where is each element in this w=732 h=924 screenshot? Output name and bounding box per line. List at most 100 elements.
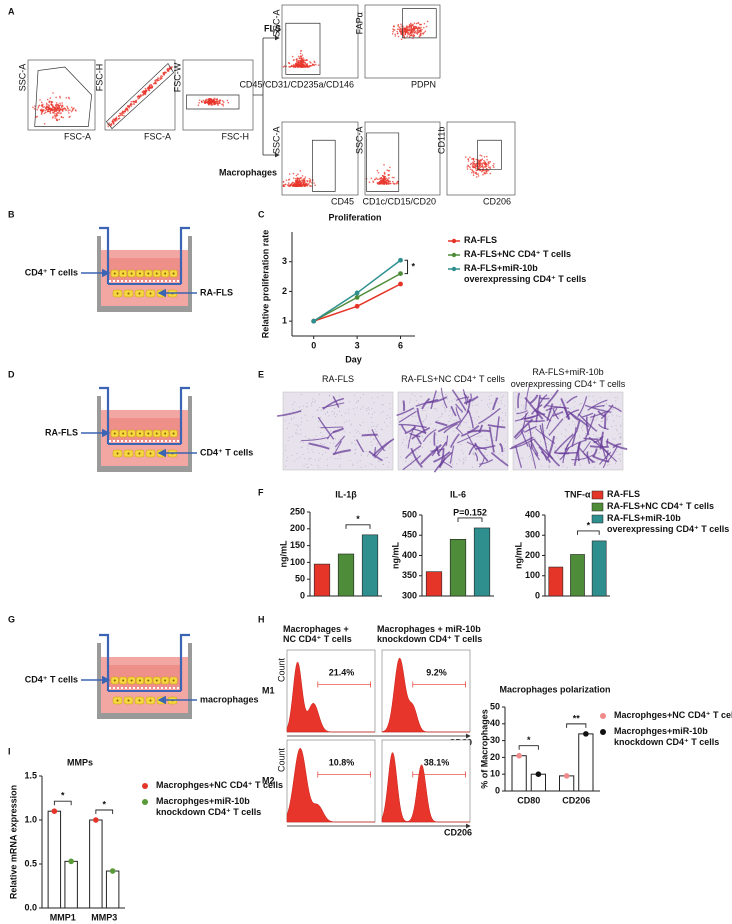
flow-dot (135, 101, 137, 103)
stained-cell (548, 418, 564, 436)
flow-dot (33, 108, 36, 110)
flow-dot (74, 109, 77, 111)
flow-dot (481, 164, 484, 167)
flow-dot (48, 100, 51, 102)
flow-dot (301, 58, 303, 61)
cell-nucleus (147, 679, 150, 682)
text-line: Macrophges+NC CD4⁺ T cells (614, 710, 732, 720)
flow-dot (475, 176, 478, 178)
flow-dot (383, 182, 385, 185)
flow-dot (201, 100, 203, 102)
micrograph-speck (488, 398, 490, 400)
micrograph-speck (579, 417, 581, 419)
micrograph-speck (593, 466, 595, 468)
micrograph-speck (327, 465, 329, 467)
flow-dot (407, 31, 410, 34)
micrograph-speck (463, 461, 465, 463)
micrograph-speck (615, 400, 617, 402)
legend-swatch (591, 502, 604, 512)
flow-dot (384, 181, 387, 183)
micrograph-speck (320, 416, 322, 418)
micrograph-speck (472, 453, 474, 455)
bar (337, 553, 355, 597)
flow-dot (213, 103, 216, 106)
flow-dot (132, 103, 135, 105)
bar (578, 733, 594, 792)
micrograph-speck (356, 431, 358, 433)
micrograph-speck (546, 442, 548, 444)
micrograph-speck (323, 443, 325, 445)
micrograph-speck (307, 445, 309, 447)
micrograph-speck (438, 417, 440, 419)
micrograph-speck (414, 395, 416, 397)
stained-cell (420, 444, 442, 465)
micrograph-speck (574, 401, 576, 403)
micrograph-speck (490, 427, 492, 429)
cell-nucleus (149, 292, 152, 295)
flow-dot (130, 100, 133, 103)
flow-dot (52, 112, 54, 114)
micrograph-speck (307, 406, 309, 408)
flow-dot (493, 163, 495, 165)
micrograph-speck (616, 429, 618, 431)
micrograph-speck (307, 448, 309, 450)
micrograph-speck (564, 436, 566, 438)
flow-dot (486, 172, 488, 174)
flow-dot (489, 172, 492, 175)
flow-dot (60, 112, 62, 114)
micrograph-speck (359, 433, 361, 435)
flow-dot (488, 166, 490, 168)
flow-gate (312, 139, 336, 192)
diagram-label: CD4⁺ T cells (25, 267, 78, 277)
micrograph-speck (520, 404, 522, 406)
flow-dot (41, 103, 44, 106)
micrograph-speck (450, 418, 452, 420)
flow-dot (204, 100, 206, 103)
stained-cell (462, 389, 468, 405)
micrograph-speck (371, 444, 373, 446)
flow-dot (414, 25, 417, 28)
stained-cell (308, 442, 330, 450)
stained-cell (487, 424, 506, 429)
flow-dot (483, 171, 486, 174)
micrograph-speck (286, 427, 288, 429)
micrograph-speck (318, 452, 320, 454)
y-tick-label: 0 (495, 785, 500, 795)
flow-y-axis-label: SSC-A (271, 126, 281, 154)
micrograph-speck (298, 406, 300, 408)
flow-x-axis-label: CD206 (483, 196, 511, 206)
micrograph-speck (463, 458, 465, 460)
micrograph-speck (481, 399, 483, 401)
cell-nucleus (116, 699, 119, 702)
micrograph-speck (348, 409, 350, 411)
text-line: knockdown CD4⁺ T cells (377, 634, 482, 644)
flow-dot (116, 119, 118, 121)
flow-dot (53, 114, 56, 117)
micrograph-speck (582, 424, 584, 426)
flow-dot (298, 57, 301, 60)
flow-dot (40, 101, 43, 104)
micrograph-speck (500, 400, 502, 402)
flow-dot (471, 158, 473, 160)
micrograph-speck (614, 462, 616, 464)
micrograph-speck (473, 451, 475, 453)
micrograph-speck (445, 410, 447, 412)
flow-dot (69, 109, 71, 111)
micrograph (397, 391, 509, 471)
micrograph-speck (388, 461, 390, 463)
flow-dot (396, 32, 399, 35)
cell-nucleus (127, 292, 130, 295)
x-tick-label: CD206 (562, 795, 590, 805)
flow-dot (216, 101, 219, 103)
flow-dot (288, 65, 290, 68)
y-tick-label: 200 (290, 523, 305, 533)
flow-dot (212, 99, 214, 101)
y-tick-label: 450 (402, 530, 417, 540)
y-tick-label: 30 (490, 735, 500, 745)
flow-dot (296, 60, 298, 63)
micrograph-speck (333, 412, 335, 414)
bar (64, 860, 78, 909)
flow-dot (130, 105, 133, 107)
flow-dot (404, 30, 407, 32)
flow-dot (471, 165, 474, 167)
